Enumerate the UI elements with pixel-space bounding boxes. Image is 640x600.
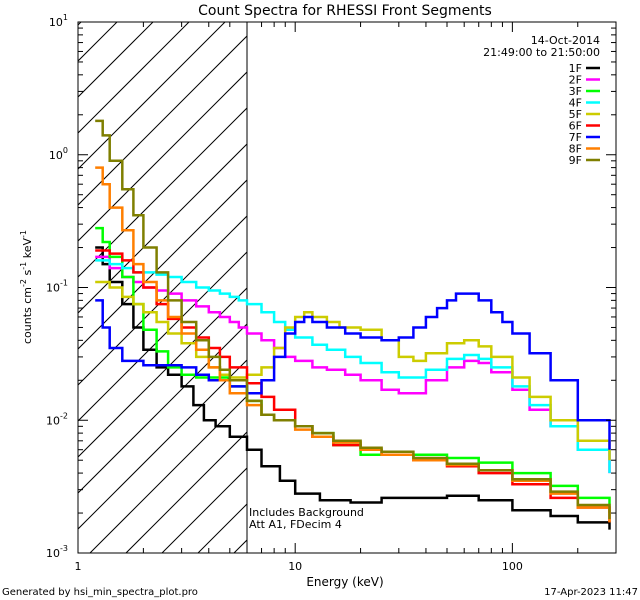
x-tick-label: 1	[75, 560, 82, 573]
chart-title: Count Spectra for RHESSI Front Segments	[198, 3, 492, 19]
series-line-7F	[95, 292, 611, 450]
series-line-1F	[95, 246, 611, 530]
hatch-line	[78, 22, 226, 170]
series-line-8F	[95, 166, 611, 523]
hatch-line	[78, 323, 248, 494]
hatch-line	[78, 35, 248, 206]
x-axis-label: Energy (keV)	[306, 575, 383, 589]
series-line-9F	[95, 119, 611, 520]
hatch-line	[0, 0, 114, 553]
hatch-line	[89, 395, 248, 553]
annotation-background: Includes Background	[249, 506, 364, 519]
hatched-region	[0, 0, 640, 553]
y-tick-label: 101	[49, 13, 68, 29]
legend-label: 4F	[569, 97, 582, 110]
date-label: 14-Oct-2014	[531, 34, 600, 47]
time-range-label: 21:49:00 to 21:50:00	[483, 46, 600, 59]
hatch-line	[78, 22, 190, 134]
x-tick-label: 100	[502, 560, 523, 573]
hatch-line	[78, 143, 248, 314]
y-tick-label: 10-3	[46, 544, 68, 560]
legend-label: 5F	[569, 108, 582, 121]
annotation-attenuator: Att A1, FDecim 4	[249, 518, 342, 531]
x-tick-label: 10	[288, 560, 302, 573]
hatch-line	[78, 215, 248, 386]
footer-generator: Generated by hsi_min_spectra_plot.pro	[2, 587, 198, 598]
legend-label: 1F	[569, 62, 582, 75]
legend-label: 7F	[569, 131, 582, 144]
hatch-line	[78, 359, 248, 530]
hatch-line	[125, 431, 248, 553]
hatch-line	[78, 71, 248, 242]
y-axis-label: counts cm-2 s-1 keV-1	[19, 230, 34, 344]
legend-label: 6F	[569, 120, 582, 133]
footer-timestamp: 17-Apr-2023 11:47	[544, 587, 638, 598]
legend-label: 2F	[569, 74, 582, 87]
y-tick-label: 100	[49, 146, 68, 162]
y-tick-label: 10-1	[46, 279, 68, 295]
legend-label: 9F	[569, 154, 582, 167]
hatch-line	[78, 287, 248, 458]
hatch-line	[306, 0, 640, 553]
hatch-line	[78, 22, 154, 98]
hatch-line	[270, 0, 640, 553]
series-line-5F	[95, 280, 611, 461]
y-tick-label: 10-2	[46, 411, 68, 427]
hatch-line	[414, 0, 640, 553]
hatch-line	[78, 179, 248, 350]
hatch-line	[0, 0, 78, 553]
legend-label: 3F	[569, 85, 582, 98]
hatch-line	[78, 251, 248, 422]
hatch-line	[78, 22, 118, 62]
hatch-line	[78, 107, 248, 278]
legend-label: 8F	[569, 143, 582, 156]
